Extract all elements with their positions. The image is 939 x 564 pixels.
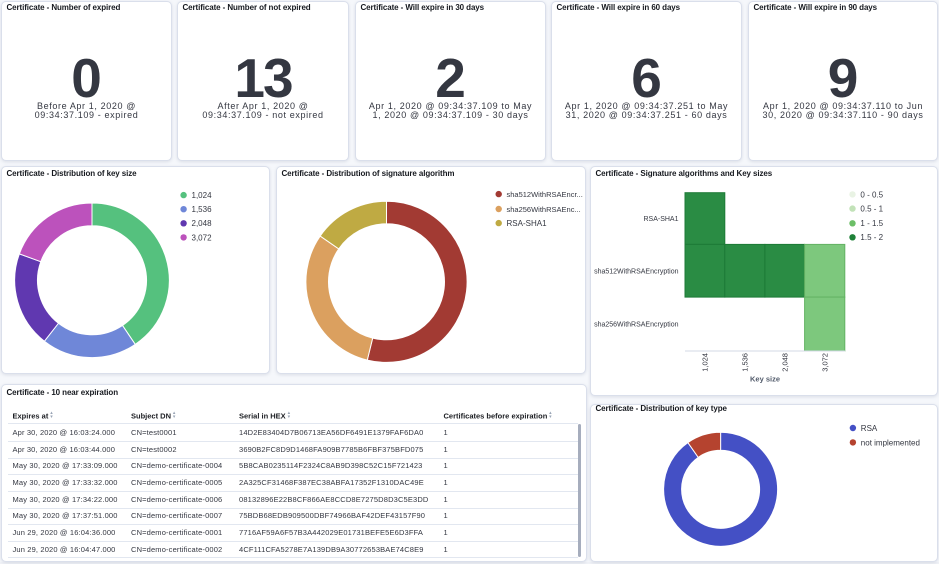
svg-text:0.5 - 1: 0.5 - 1 <box>860 205 883 214</box>
svg-text:sha512WithRSAEncryption: sha512WithRSAEncryption <box>594 268 679 275</box>
svg-text:0 - 0.5: 0 - 0.5 <box>860 190 883 199</box>
svg-text:sha256WithRSAEncryption: sha256WithRSAEncryption <box>594 322 679 329</box>
svg-text:1,024: 1,024 <box>192 191 213 200</box>
svg-text:1,536: 1,536 <box>192 205 213 214</box>
svg-text:1,536: 1,536 <box>741 353 750 372</box>
svg-text:not implemented: not implemented <box>861 438 920 447</box>
svg-text:Key size: Key size <box>750 375 780 384</box>
svg-text:1.5 - 2: 1.5 - 2 <box>860 233 883 242</box>
svg-text:RSA-SHA1: RSA-SHA1 <box>643 216 678 223</box>
svg-text:1,024: 1,024 <box>701 353 710 372</box>
svg-text:3,072: 3,072 <box>192 233 213 242</box>
svg-text:RSA: RSA <box>861 424 878 433</box>
svg-text:sha512WithRSAEncr...: sha512WithRSAEncr... <box>507 190 583 199</box>
svg-text:2,048: 2,048 <box>781 353 790 372</box>
svg-text:2,048: 2,048 <box>192 219 213 228</box>
svg-text:RSA-SHA1: RSA-SHA1 <box>507 219 548 228</box>
svg-text:1 - 1.5: 1 - 1.5 <box>860 219 883 228</box>
svg-text:3,072: 3,072 <box>821 353 830 372</box>
svg-text:sha256WithRSAEnc...: sha256WithRSAEnc... <box>507 205 581 214</box>
